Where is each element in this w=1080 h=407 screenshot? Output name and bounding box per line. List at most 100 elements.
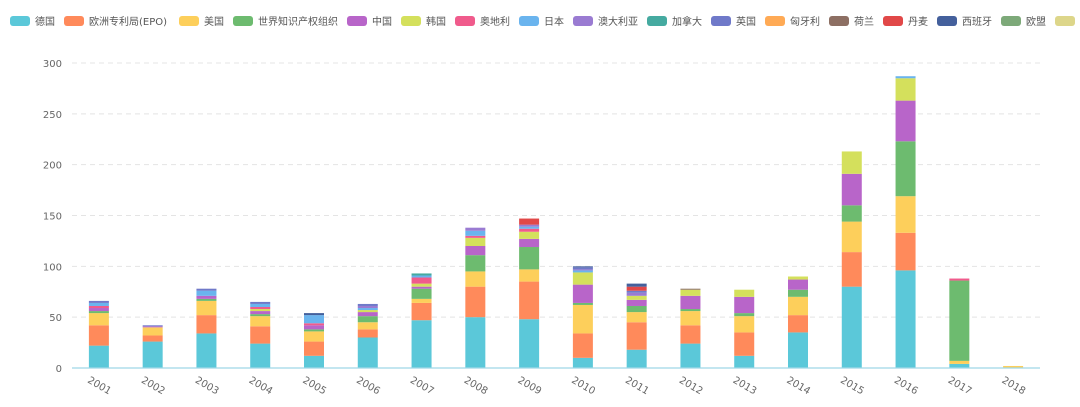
- bar-segment[interactable]: [841, 221, 862, 253]
- legend-item[interactable]: 丹麦: [883, 16, 928, 28]
- legend-item[interactable]: 加拿大: [647, 15, 702, 28]
- bar-segment[interactable]: [572, 266, 593, 268]
- bar-segment[interactable]: [519, 247, 540, 270]
- bar-segment[interactable]: [572, 267, 593, 270]
- bar-segment[interactable]: [626, 290, 647, 293]
- legend-item[interactable]: 日本: [519, 15, 564, 28]
- bar-stack[interactable]: [895, 76, 916, 368]
- bar-segment[interactable]: [250, 314, 271, 317]
- bar-segment[interactable]: [88, 305, 109, 309]
- bar-segment[interactable]: [196, 315, 217, 334]
- bar-segment[interactable]: [250, 301, 271, 304]
- bar-segment[interactable]: [142, 341, 163, 368]
- bar-segment[interactable]: [519, 226, 540, 229]
- bar-segment[interactable]: [572, 357, 593, 368]
- bar-segment[interactable]: [626, 312, 647, 323]
- bar-stack[interactable]: [572, 266, 593, 368]
- bar-segment[interactable]: [465, 237, 486, 246]
- bar-segment[interactable]: [411, 277, 432, 284]
- bar-segment[interactable]: [196, 295, 217, 299]
- bar-segment[interactable]: [519, 319, 540, 368]
- bar-segment[interactable]: [788, 332, 808, 368]
- legend-item[interactable]: 欧盟: [1001, 16, 1046, 28]
- bar-segment[interactable]: [465, 286, 486, 318]
- bar-segment[interactable]: [411, 275, 432, 278]
- bar-stack[interactable]: [949, 278, 970, 368]
- bar-segment[interactable]: [465, 230, 486, 236]
- bar-segment[interactable]: [680, 289, 701, 296]
- bar-segment[interactable]: [949, 360, 970, 364]
- bar-segment[interactable]: [949, 278, 970, 281]
- bar-segment[interactable]: [142, 326, 163, 328]
- bar-segment[interactable]: [250, 343, 271, 368]
- bar-stack[interactable]: [465, 227, 486, 368]
- bar-segment[interactable]: [88, 302, 109, 306]
- bar-segment[interactable]: [196, 298, 217, 301]
- legend-item[interactable]: 澳大利亚: [573, 15, 638, 28]
- bar-segment[interactable]: [734, 296, 755, 314]
- bar-segment[interactable]: [734, 313, 755, 317]
- bar-stack[interactable]: [411, 273, 432, 368]
- bar-segment[interactable]: [680, 309, 701, 312]
- legend-item[interactable]: 荷兰: [829, 15, 874, 28]
- bar-segment[interactable]: [572, 269, 593, 271]
- bar-segment[interactable]: [465, 246, 486, 256]
- bar-stack[interactable]: [304, 313, 324, 368]
- bar-stack[interactable]: [250, 301, 271, 368]
- bar-segment[interactable]: [626, 305, 647, 313]
- legend-item[interactable]: 西班牙: [937, 16, 992, 28]
- legend-item[interactable]: 奥地利: [455, 15, 510, 28]
- bar-segment[interactable]: [680, 343, 701, 368]
- bar-segment[interactable]: [357, 329, 378, 338]
- bar-segment[interactable]: [250, 316, 271, 327]
- bar-stack[interactable]: [788, 276, 808, 369]
- bar-segment[interactable]: [572, 272, 593, 285]
- bar-segment[interactable]: [680, 295, 701, 310]
- bar-segment[interactable]: [895, 100, 916, 142]
- bar-segment[interactable]: [88, 345, 109, 368]
- bar-segment[interactable]: [626, 283, 647, 287]
- bar-segment[interactable]: [519, 218, 540, 225]
- bar-segment[interactable]: [411, 288, 432, 299]
- bar-segment[interactable]: [572, 270, 593, 273]
- bar-segment[interactable]: [357, 312, 378, 317]
- bar-segment[interactable]: [411, 298, 432, 303]
- bar-segment[interactable]: [734, 332, 755, 356]
- bar-segment[interactable]: [626, 322, 647, 350]
- bar-segment[interactable]: [357, 308, 378, 311]
- bar-segment[interactable]: [572, 284, 593, 303]
- bar-segment[interactable]: [304, 315, 324, 324]
- bar-stack[interactable]: [680, 288, 701, 368]
- bar-segment[interactable]: [680, 288, 701, 290]
- bar-segment[interactable]: [304, 331, 324, 342]
- bar-segment[interactable]: [841, 151, 862, 174]
- bar-segment[interactable]: [304, 355, 324, 368]
- bar-stack[interactable]: [88, 300, 109, 368]
- bar-segment[interactable]: [411, 302, 432, 321]
- bar-segment[interactable]: [196, 333, 217, 368]
- bar-segment[interactable]: [411, 286, 432, 289]
- legend-item[interactable]: 世界知识产权组织: [233, 15, 338, 28]
- bar-segment[interactable]: [895, 141, 916, 197]
- bar-segment[interactable]: [357, 310, 378, 313]
- bar-segment[interactable]: [841, 205, 862, 222]
- bar-segment[interactable]: [88, 300, 109, 303]
- bar-segment[interactable]: [88, 311, 109, 314]
- legend-item[interactable]: 匈牙利: [765, 15, 820, 28]
- bar-segment[interactable]: [734, 289, 755, 297]
- bar-segment[interactable]: [465, 271, 486, 287]
- bar-segment[interactable]: [949, 280, 970, 361]
- bar-segment[interactable]: [250, 326, 271, 344]
- bar-segment[interactable]: [895, 232, 916, 271]
- bar-segment[interactable]: [196, 290, 217, 296]
- bar-segment[interactable]: [519, 281, 540, 320]
- bar-segment[interactable]: [680, 325, 701, 344]
- bar-segment[interactable]: [465, 227, 486, 231]
- bar-segment[interactable]: [680, 311, 701, 326]
- bar-stack[interactable]: [626, 283, 647, 368]
- legend-item[interactable]: 欧洲专利局(EPO): [64, 15, 167, 28]
- bar-segment[interactable]: [411, 273, 432, 276]
- bar-segment[interactable]: [841, 252, 862, 287]
- bar-stack[interactable]: [357, 303, 378, 368]
- bar-segment[interactable]: [196, 288, 217, 291]
